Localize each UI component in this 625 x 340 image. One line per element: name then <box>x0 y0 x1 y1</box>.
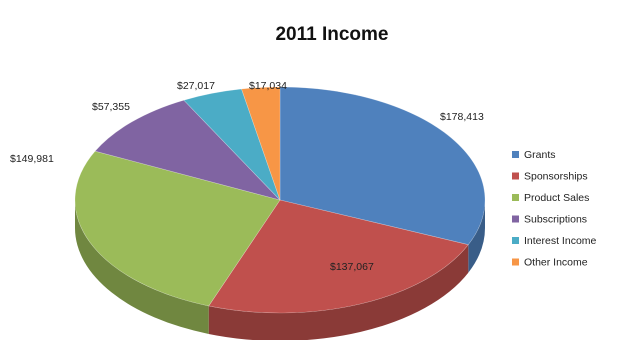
slice-label-sponsorships: $137,067 <box>330 261 374 273</box>
legend-swatch-subscriptions <box>512 215 519 223</box>
slice-label-grants: $178,413 <box>440 111 484 123</box>
legend-label-grants: Grants <box>524 149 556 161</box>
legend-label-sponsorships: Sponsorships <box>524 171 588 183</box>
legend-swatch-sponsorships <box>512 172 519 180</box>
pie-slice-other-income <box>241 86 281 201</box>
legend: Grants Sponsorships Product Sales Subscript… <box>512 149 597 269</box>
slice-label-interest-income: $27,017 <box>177 80 215 92</box>
pie-slice-grants <box>279 86 486 246</box>
pie-slice-sponsorships <box>208 199 469 314</box>
slice-label-subscriptions: $57,355 <box>92 101 130 113</box>
legend-swatch-interest-income <box>512 237 519 244</box>
legend-swatch-other-income <box>512 258 519 266</box>
legend-label-subscriptions: Subscriptions <box>524 214 587 226</box>
pie-slice-subscriptions <box>94 99 281 201</box>
legend-label-product-sales: Product Sales <box>524 192 589 204</box>
slice-label-product-sales: $149,981 <box>10 153 54 165</box>
pie-slice-interest-income <box>183 88 281 201</box>
legend-swatch-product-sales <box>512 194 519 201</box>
legend-label-other-income: Other Income <box>524 257 588 269</box>
legend-swatch-grants <box>512 151 519 158</box>
slice-labels: $178,413 $137,067 $149,981 $57,355 $27,017 $1… <box>10 80 484 273</box>
pie-side-product-sales <box>75 200 209 334</box>
chart-title: 2011 Income <box>275 24 388 45</box>
pie-slice-product-sales <box>74 150 281 307</box>
legend-label-interest-income: Interest Income <box>524 235 597 247</box>
pie-top-group <box>74 86 486 314</box>
pie-side-group <box>75 200 485 340</box>
pie-side-sponsorships <box>208 244 469 340</box>
slice-label-other-income: $17,034 <box>249 80 287 92</box>
pie-side-grants <box>468 200 485 273</box>
